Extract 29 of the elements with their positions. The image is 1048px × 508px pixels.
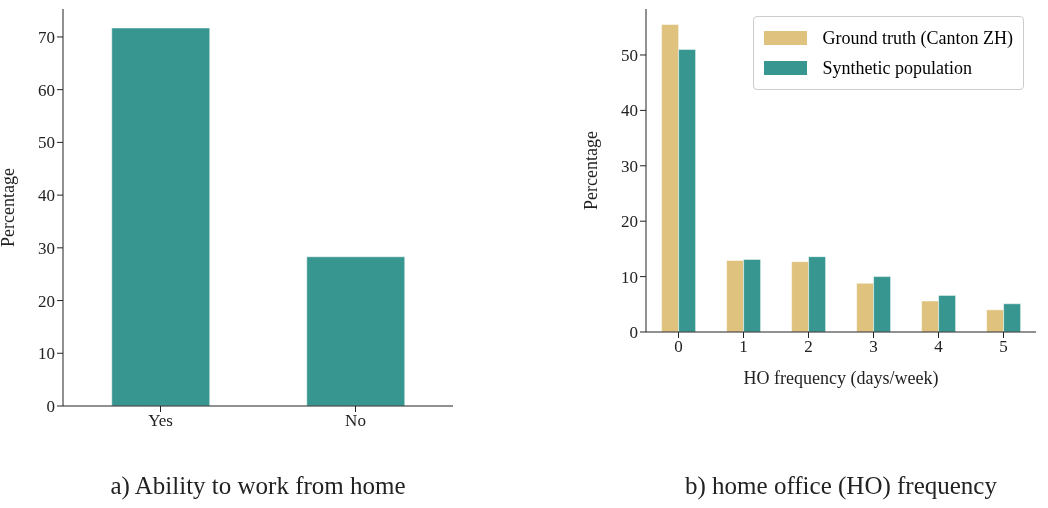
- x-tick-label: 3: [869, 337, 878, 357]
- text: a) Ability to work from home: [109, 472, 407, 500]
- y-tick-label: 30: [621, 156, 638, 176]
- y-tick-label: 10: [621, 267, 638, 287]
- legend-label: Ground truth (Canton ZH): [822, 27, 1013, 49]
- y-tick-label: 20: [38, 291, 55, 311]
- x-tick-label: 2: [804, 337, 813, 357]
- x-tick-label: 0: [674, 337, 683, 357]
- x-axis-title: HO frequency (days/week): [743, 368, 939, 389]
- y-axis-title: Percentage: [0, 168, 19, 247]
- y-tick-label: 40: [38, 186, 55, 206]
- y-axis-title: Percentage: [581, 131, 602, 210]
- x-tick-label: 4: [934, 337, 944, 357]
- y-tick-label: 10: [38, 344, 55, 364]
- x-tick-label: Yes: [148, 411, 173, 431]
- y-tick-label: 0: [629, 323, 638, 343]
- y-tick-label: 20: [621, 212, 638, 232]
- y-tick-label: 50: [38, 133, 55, 153]
- x-tick-label: 1: [739, 337, 748, 357]
- y-tick-label: 60: [38, 80, 55, 100]
- text: b) home office (HO) frequency: [684, 472, 998, 500]
- x-tick-label: No: [345, 411, 366, 431]
- y-tick-label: 0: [46, 397, 55, 417]
- y-tick-label: 30: [38, 238, 55, 258]
- legend-label: Synthetic population: [822, 57, 973, 79]
- x-tick-label: 5: [999, 337, 1008, 357]
- y-tick-label: 70: [38, 27, 55, 47]
- y-tick-label: 50: [621, 46, 638, 66]
- y-tick-label: 40: [621, 101, 638, 121]
